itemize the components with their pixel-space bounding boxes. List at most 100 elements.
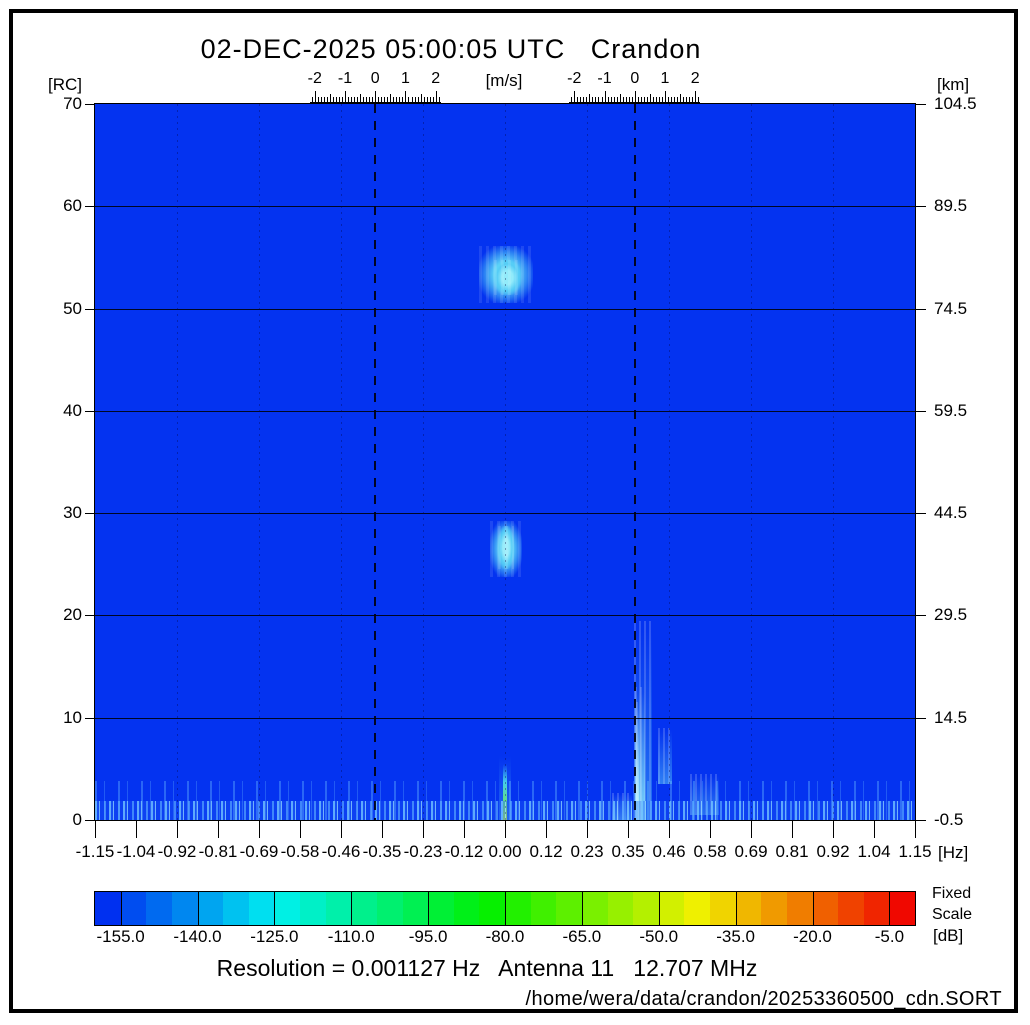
colorbar: [94, 891, 916, 926]
velocity-ruler-tick: [366, 97, 368, 102]
colorbar-cell: [658, 892, 685, 925]
velocity-ruler-tick: [338, 97, 340, 102]
colorbar-tick: [889, 891, 891, 926]
velocity-ruler-tick: [698, 97, 700, 102]
colorbar-unit-label: [dB]: [933, 926, 964, 945]
velocity-ruler-tick: [598, 97, 600, 102]
velocity-ruler-tick: [314, 91, 316, 102]
echo-blob-lower-core: [498, 526, 515, 570]
velocity-ruler-tick: [414, 97, 416, 102]
y-axis-tick-left: [85, 615, 95, 617]
bragg-line: [633, 104, 636, 820]
colorbar-cell: [607, 892, 634, 925]
colorbar-cell: [505, 892, 531, 925]
velocity-ruler-tick: [692, 97, 694, 102]
colorbar-cell: [889, 892, 915, 925]
colorbar-cell: [761, 892, 787, 925]
colorbar-tick-label: -140.0: [173, 927, 222, 946]
velocity-ruler-label: -1: [597, 70, 612, 87]
x-axis-tick: [792, 821, 793, 838]
x-axis-tick-label: -0.46: [321, 842, 361, 861]
velocity-ruler-tick: [604, 91, 606, 102]
velocity-ruler-tick: [405, 91, 407, 102]
x-axis-tick-label: 0.35: [611, 842, 645, 861]
velocity-ruler-tick: [317, 97, 319, 102]
colorbar-tick-label: -155.0: [96, 927, 145, 946]
velocity-ruler-tick: [341, 97, 343, 102]
velocity-ruler-tick: [661, 97, 663, 102]
y-axis-tick-left: [85, 104, 95, 105]
x-axis-tick: [464, 821, 465, 838]
colorbar-tick-label: -95.0: [408, 927, 448, 946]
colorbar-cell: [274, 892, 300, 925]
h-gridline-rc-60: [95, 206, 915, 208]
y-axis-label-right: 74.5: [934, 298, 968, 318]
velocity-ruler-tick: [613, 97, 615, 102]
dotted-gridline: [177, 104, 178, 820]
y-axis-tick-left: [85, 717, 95, 719]
velocity-ruler-tick: [354, 97, 356, 102]
colorbar-tick-label: -35.0: [716, 927, 755, 946]
colorbar-cell: [428, 892, 454, 925]
velocity-ruler-tick: [631, 97, 633, 102]
colorbar-tick: [658, 891, 660, 926]
colorbar-mode-label-scale: Scale: [932, 906, 973, 923]
velocity-ruler-tick: [610, 97, 612, 102]
x-axis-tick: [751, 821, 752, 838]
colorbar-cell: [95, 892, 121, 925]
colorbar-tick: [812, 891, 814, 926]
colorbar-tick-label: -80.0: [485, 927, 525, 946]
velocity-ruler-tick: [378, 97, 380, 102]
velocity-ruler-tick: [571, 97, 573, 102]
velocity-ruler-tick: [616, 97, 618, 102]
zero-hz-spike: [503, 763, 508, 820]
x-axis-tick-label: 0.92: [816, 842, 850, 861]
velocity-ruler-tick: [402, 97, 404, 102]
bragg-streak-thin: [636, 702, 640, 820]
dotted-gridline: [587, 104, 588, 820]
colorbar-tick: [274, 891, 276, 926]
velocity-ruler-tick: [689, 97, 691, 102]
velocity-ruler-label: 0: [370, 70, 380, 87]
colorbar-tick: [351, 891, 353, 926]
x-axis-tick: [669, 821, 670, 838]
velocity-ruler-tick: [348, 97, 350, 102]
velocity-ruler-tick: [607, 97, 609, 102]
y-axis-label-left: 20: [63, 605, 82, 625]
colorbar-tick-label: -50.0: [639, 927, 679, 946]
velocity-ruler-tick: [360, 94, 362, 102]
colorbar-cell: [300, 892, 326, 925]
x-axis-tick: [218, 821, 219, 838]
velocity-ruler-tick: [429, 97, 431, 102]
y-axis-label-right: 89.5: [934, 196, 968, 216]
colorbar-tick-label: -125.0: [250, 927, 299, 946]
velocity-ruler-tick: [674, 97, 676, 102]
velocity-ruler-tick: [625, 97, 627, 102]
velocity-ruler-tick: [601, 97, 603, 102]
dotted-gridline: [833, 104, 834, 820]
bragg-line: [374, 104, 377, 820]
colorbar-cell: [863, 892, 890, 925]
colorbar-cell: [197, 892, 224, 925]
dotted-gridline: [341, 104, 342, 820]
velocity-ruler-tick: [577, 97, 579, 102]
velocity-ruler-tick: [671, 97, 673, 102]
h-gridline-rc-40: [95, 410, 915, 412]
x-axis-tick-label: -0.35: [362, 842, 402, 861]
colorbar-tick: [428, 891, 430, 926]
velocity-ruler-label: -2: [567, 70, 582, 87]
y-axis-label-left: 70: [63, 94, 82, 113]
velocity-ruler-tick: [393, 97, 395, 102]
velocity-ruler-baseline: [309, 102, 441, 103]
y-axis-label-left: 10: [63, 707, 82, 727]
velocity-ruler-tick: [426, 97, 428, 102]
x-axis-tick: [546, 821, 547, 838]
velocity-ruler-tick: [622, 97, 624, 102]
colorbar-tick: [735, 891, 737, 926]
colorbar-tick: [197, 891, 199, 926]
velocity-ruler-tick: [619, 94, 621, 102]
colorbar-tick-label: -110.0: [327, 927, 375, 946]
y-axis-label-left: 30: [63, 503, 82, 523]
echo-blob-upper-core: [493, 260, 521, 296]
